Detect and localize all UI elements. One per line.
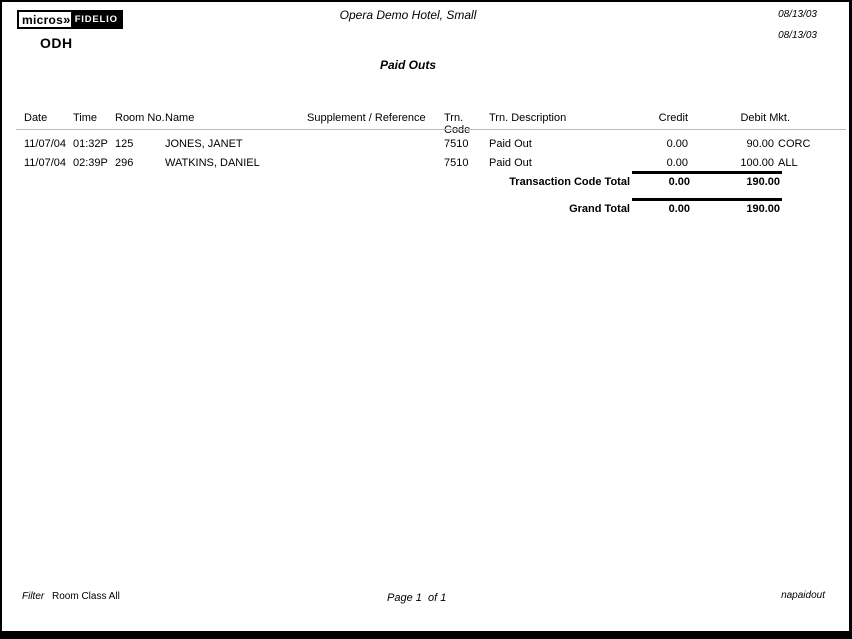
micros-fidelio-logo: micros » FIDELIO bbox=[17, 10, 123, 29]
grand-total-row: Grand Total 0.00 190.00 bbox=[2, 203, 849, 215]
transaction-code-total-debit: 190.00 bbox=[746, 176, 780, 188]
cell-supplement bbox=[307, 135, 444, 154]
page-number: Page 1 of 1 bbox=[387, 592, 447, 604]
cell-credit: 0.00 bbox=[666, 157, 688, 169]
col-header-trn-code: Trn. Code bbox=[444, 112, 471, 136]
col-header-room-no: Room No. bbox=[115, 112, 165, 124]
cell-mkt-code: ALL bbox=[778, 157, 798, 169]
cell-time: 02:39P bbox=[73, 157, 108, 169]
cell-mkt-code: CORC bbox=[778, 138, 811, 150]
report-id: napaidout bbox=[781, 590, 825, 601]
col-header-debit-mkt: Debit Mkt. bbox=[740, 112, 790, 124]
cell-date: 11/07/04 bbox=[24, 157, 67, 169]
col-header-credit: Credit bbox=[658, 112, 688, 124]
logo-micros-box: micros » bbox=[17, 10, 73, 29]
transaction-code-total-row: Transaction Code Total 0.00 190.00 bbox=[2, 176, 849, 188]
transaction-total-rule bbox=[632, 171, 782, 174]
table-body: 11/07/04 01:32P 125 JONES, JANET 7510 Pa… bbox=[2, 135, 849, 173]
cell-trn-description: Paid Out bbox=[489, 138, 532, 150]
logo-micros-text: micros bbox=[22, 12, 64, 27]
hotel-name: Opera Demo Hotel, Small bbox=[339, 8, 477, 22]
transaction-code-total-credit: 0.00 bbox=[668, 176, 690, 188]
cell-trn-code: 7510 bbox=[444, 138, 469, 150]
cell-room-no: 125 bbox=[115, 138, 134, 150]
filter-value: Room Class All bbox=[52, 591, 120, 602]
cell-trn-description: Paid Out bbox=[489, 157, 532, 169]
cell-time: 01:32P bbox=[73, 138, 108, 150]
table-row: 11/07/04 01:32P 125 JONES, JANET 7510 Pa… bbox=[2, 135, 849, 154]
cell-name: JONES, JANET bbox=[165, 138, 243, 150]
col-header-date: Date bbox=[24, 112, 48, 124]
cell-supplement bbox=[307, 154, 444, 173]
table-header-row: Date Time Room No. Name Supplement / Ref… bbox=[2, 112, 849, 136]
header-rule bbox=[16, 129, 846, 130]
cell-credit: 0.00 bbox=[666, 138, 688, 150]
cell-debit: 100.00 bbox=[740, 157, 774, 169]
table-row: 11/07/04 02:39P 296 WATKINS, DANIEL 7510… bbox=[2, 154, 849, 173]
report-date-top: 08/13/03 bbox=[778, 9, 817, 20]
filter-label: Filter bbox=[22, 591, 45, 602]
grand-total-rule bbox=[632, 198, 782, 201]
logo-fidelio-text: FIDELIO bbox=[72, 10, 123, 29]
grand-total-label: Grand Total bbox=[569, 203, 630, 215]
col-header-name: Name bbox=[165, 112, 195, 124]
grand-total-credit: 0.00 bbox=[668, 203, 690, 215]
col-header-time: Time bbox=[73, 112, 98, 124]
col-header-trn-description: Trn. Description bbox=[489, 112, 567, 124]
cell-name: WATKINS, DANIEL bbox=[165, 157, 260, 169]
report-date-business: 08/13/03 bbox=[778, 30, 817, 41]
cell-debit: 90.00 bbox=[746, 138, 774, 150]
logo-arrow-icon: » bbox=[63, 11, 71, 27]
transaction-code-total-label: Transaction Code Total bbox=[509, 176, 630, 188]
property-code: ODH bbox=[40, 35, 73, 51]
cell-room-no: 296 bbox=[115, 157, 134, 169]
grand-total-debit: 190.00 bbox=[746, 203, 780, 215]
col-header-supplement: Supplement / Reference bbox=[307, 112, 426, 124]
cell-date: 11/07/04 bbox=[24, 138, 67, 150]
report-title: Paid Outs bbox=[379, 58, 436, 72]
cell-trn-code: 7510 bbox=[444, 157, 469, 169]
